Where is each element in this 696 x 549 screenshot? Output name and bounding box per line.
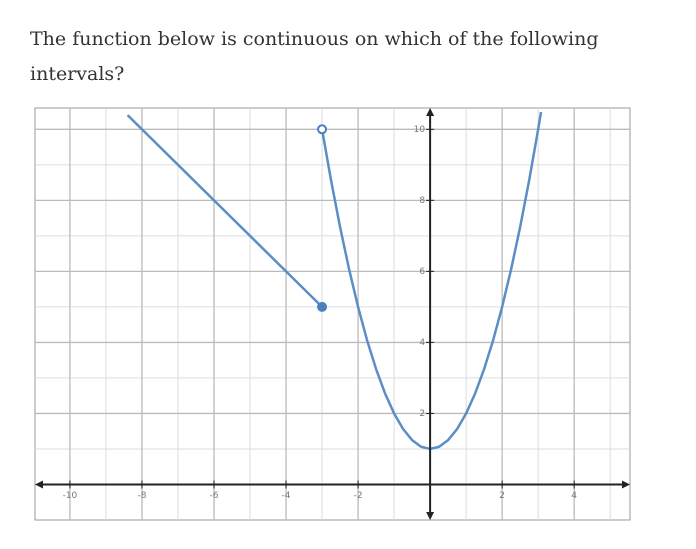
- closed-endpoint: [317, 301, 328, 312]
- x-tick-label: 4: [571, 491, 577, 501]
- x-tick-label: -6: [210, 491, 219, 501]
- x-tick-label: -8: [137, 491, 146, 501]
- y-tick-label: 6: [419, 267, 425, 277]
- y-tick-label: 4: [419, 338, 425, 348]
- x-tick-label: -10: [63, 491, 78, 501]
- y-tick-label: 8: [419, 196, 425, 206]
- plot-area: [35, 108, 630, 520]
- x-tick-label: 2: [499, 491, 505, 501]
- plot-frame: [34, 107, 631, 521]
- y-tick-label: 2: [419, 409, 425, 419]
- y-tick-label: 10: [414, 125, 426, 135]
- x-tick-label: -2: [354, 491, 363, 501]
- function-curve: [126, 114, 323, 308]
- question-text: The function below is continuous on whic…: [30, 28, 599, 85]
- function-curve: [320, 111, 543, 451]
- x-tick-label: -4: [282, 491, 291, 501]
- open-endpoint: [317, 124, 328, 135]
